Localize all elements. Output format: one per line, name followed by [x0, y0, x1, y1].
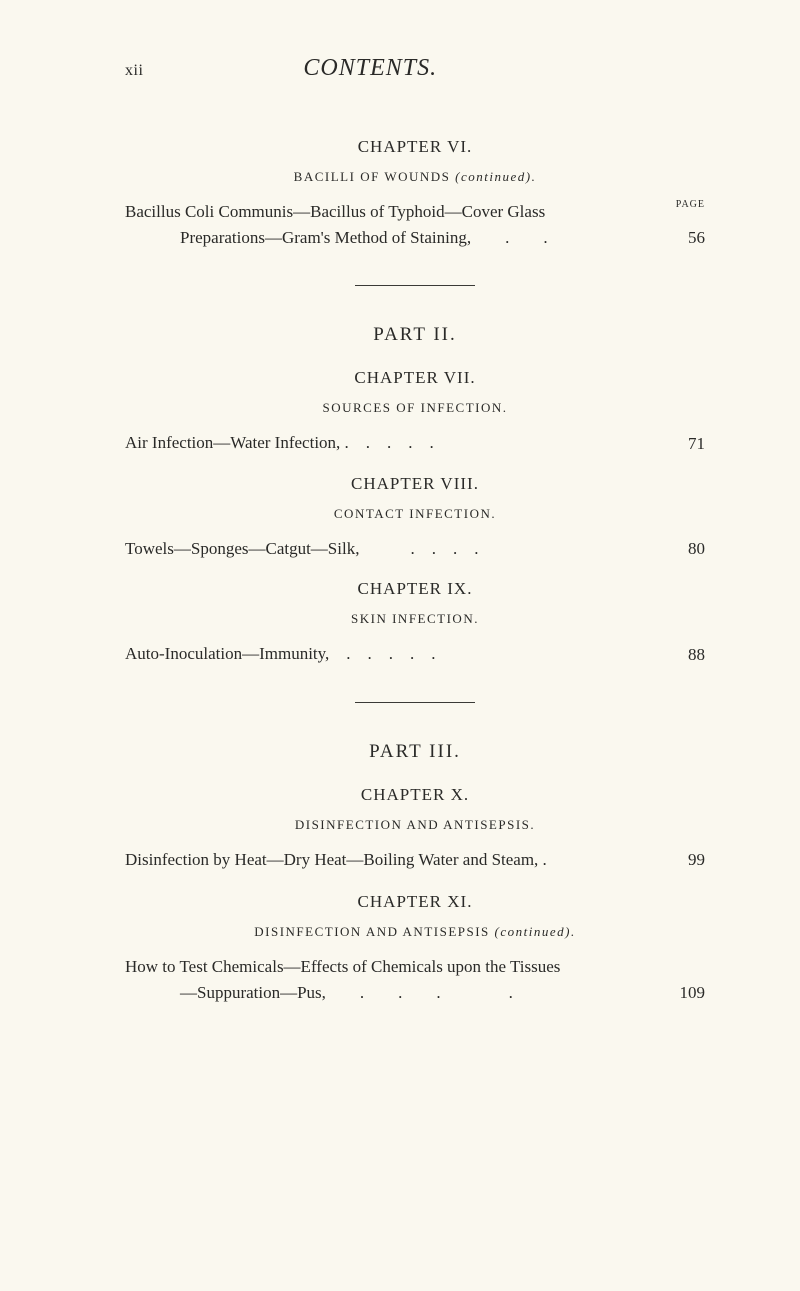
chapter-vi-entry: PAGE Bacillus Coli Communis—Bacillus of …	[125, 199, 705, 250]
chapter-xi-subtitle-prefix: DISINFECTION AND ANTISEPSIS	[254, 924, 494, 939]
chapter-ix-page: 88	[688, 645, 705, 665]
chapter-viii-block: CHAPTER VIII. CONTACT INFECTION. Towels—…	[125, 474, 705, 562]
chapter-xi-entry-line2: —Suppuration—Pus, . . . .	[125, 980, 705, 1006]
chapter-vi-entry-line1: Bacillus Coli Communis—Bacillus of Typho…	[125, 199, 705, 225]
chapter-viii-heading: CHAPTER VIII.	[125, 474, 705, 494]
chapter-viii-entry: Towels—Sponges—Catgut—Silk, . . . . 80	[125, 536, 705, 562]
chapter-ix-entry-text: Auto-Inoculation—Immunity, . . . . .	[125, 641, 705, 667]
chapter-x-page: 99	[688, 850, 705, 870]
chapter-xi-page: 109	[680, 983, 706, 1003]
chapter-vi-subtitle-prefix: BACILLI OF WOUNDS	[294, 169, 455, 184]
chapter-xi-subtitle: DISINFECTION AND ANTISEPSIS (continued).	[125, 924, 705, 940]
chapter-xi-heading: CHAPTER XI.	[125, 892, 705, 912]
chapter-viii-page: 80	[688, 539, 705, 559]
chapter-vi-page: 56	[688, 228, 705, 248]
divider-2	[355, 702, 475, 703]
chapter-vi-subtitle-suffix: (continued).	[455, 169, 536, 184]
page-label: PAGE	[676, 199, 705, 210]
part-ii-heading: PART II.	[125, 324, 705, 346]
chapter-vi-entry-line2-text: Preparations—Gram's Method of Staining,	[180, 228, 471, 247]
chapter-vi-heading: CHAPTER VI.	[125, 137, 705, 157]
chapter-vii-subtitle: SOURCES OF INFECTION.	[125, 400, 705, 416]
running-title: CONTENTS.	[303, 55, 437, 82]
chapter-xi-subtitle-suffix: (continued).	[495, 924, 576, 939]
chapter-xi-block: CHAPTER XI. DISINFECTION AND ANTISEPSIS …	[125, 892, 705, 1005]
chapter-x-block: CHAPTER X. DISINFECTION AND ANTISEPSIS. …	[125, 785, 705, 873]
chapter-x-subtitle: DISINFECTION AND ANTISEPSIS.	[125, 817, 705, 833]
chapter-vii-entry-text: Air Infection—Water Infection, . . . . .	[125, 430, 705, 456]
page-number: xii	[125, 62, 143, 80]
chapter-xi-entry-line1: How to Test Chemicals—Effects of Chemica…	[125, 954, 705, 980]
chapter-vii-heading: CHAPTER VII.	[125, 368, 705, 388]
chapter-xi-entry: How to Test Chemicals—Effects of Chemica…	[125, 954, 705, 1005]
chapter-ix-heading: CHAPTER IX.	[125, 579, 705, 599]
chapter-viii-entry-text: Towels—Sponges—Catgut—Silk, . . . .	[125, 536, 705, 562]
chapter-vi-block: CHAPTER VI. BACILLI OF WOUNDS (continued…	[125, 137, 705, 250]
chapter-ix-block: CHAPTER IX. SKIN INFECTION. Auto-Inocula…	[125, 579, 705, 667]
chapter-vii-block: CHAPTER VII. SOURCES OF INFECTION. Air I…	[125, 368, 705, 456]
chapter-vi-entry-line2: Preparations—Gram's Method of Staining, …	[125, 225, 705, 251]
part-iii-heading: PART III.	[125, 741, 705, 763]
chapter-ix-subtitle: SKIN INFECTION.	[125, 611, 705, 627]
chapter-x-heading: CHAPTER X.	[125, 785, 705, 805]
chapter-vii-page: 71	[688, 434, 705, 454]
chapter-x-entry: Disinfection by Heat—Dry Heat—Boiling Wa…	[125, 847, 705, 873]
divider-1	[355, 285, 475, 286]
page: xii CONTENTS. CHAPTER VI. BACILLI OF WOU…	[0, 0, 800, 1291]
header: xii CONTENTS.	[125, 55, 705, 82]
chapter-ix-entry: Auto-Inoculation—Immunity, . . . . . 88	[125, 641, 705, 667]
chapter-x-entry-text: Disinfection by Heat—Dry Heat—Boiling Wa…	[125, 847, 705, 873]
chapter-vi-subtitle: BACILLI OF WOUNDS (continued).	[125, 169, 705, 185]
chapter-vii-entry: Air Infection—Water Infection, . . . . .…	[125, 430, 705, 456]
chapter-viii-subtitle: CONTACT INFECTION.	[125, 506, 705, 522]
